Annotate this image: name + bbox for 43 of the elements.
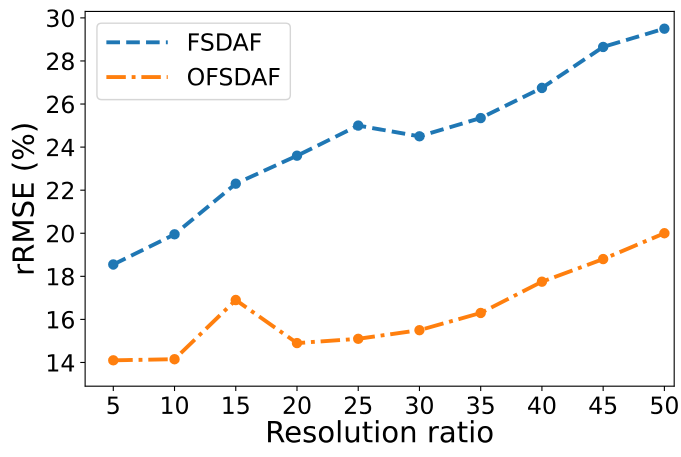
point	[292, 338, 302, 348]
point	[230, 294, 241, 306]
point	[475, 308, 486, 318]
x-tick-label: 10	[162, 396, 188, 414]
x-tick-label: 30	[406, 396, 433, 414]
point	[108, 355, 118, 366]
point	[108, 259, 118, 270]
point	[353, 334, 364, 344]
x-tick-label: 5	[108, 396, 119, 414]
point	[475, 112, 486, 124]
y-tick-label: 24	[47, 138, 74, 156]
y-tick-label: 28	[47, 52, 74, 70]
point	[169, 354, 180, 364]
x-axis-title: Resolution ratio	[268, 420, 493, 443]
y-tick-label: 14	[48, 354, 74, 372]
x-tick-label: 20	[284, 396, 310, 414]
x-tick-label: 40	[528, 396, 556, 414]
y-axis-title: rRMSE (%)	[12, 124, 38, 274]
point	[659, 228, 670, 238]
point	[659, 23, 670, 34]
y-tick-label: 20	[47, 224, 74, 243]
x-tick-label: 50	[651, 396, 678, 414]
x-tick-label: 25	[344, 396, 372, 414]
point	[598, 42, 608, 52]
point	[353, 120, 364, 131]
y-tick-label: 30	[47, 9, 74, 28]
point	[230, 178, 241, 189]
point	[598, 254, 608, 264]
point	[414, 324, 425, 336]
y-tick-label: 26	[47, 95, 74, 114]
point	[536, 276, 548, 287]
x-tick-label: 45	[589, 396, 616, 414]
point	[292, 150, 302, 161]
point	[414, 131, 425, 142]
y-tick-label: 16	[48, 310, 74, 329]
point	[169, 229, 180, 240]
legend-label: OFSDAF	[188, 68, 280, 86]
x-tick-label: 35	[467, 396, 494, 414]
point	[536, 82, 548, 94]
legend-label: FSDAF	[188, 33, 261, 51]
x-tick-label: 15	[223, 396, 249, 414]
y-tick-label: 18	[48, 268, 74, 286]
y-tick-label: 22	[47, 182, 74, 200]
